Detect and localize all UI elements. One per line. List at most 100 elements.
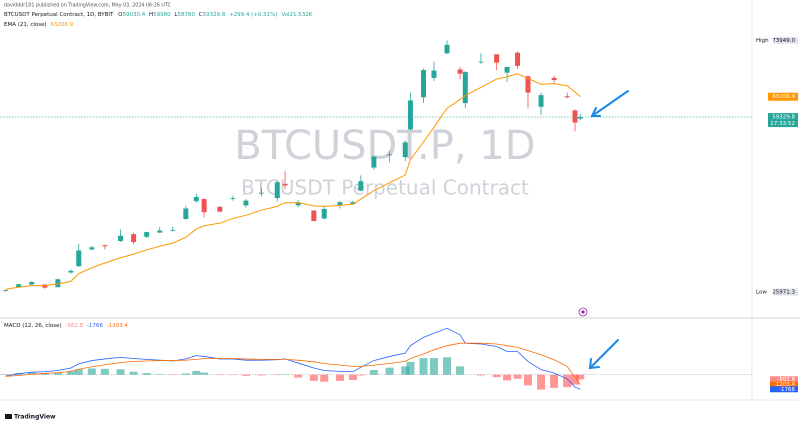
- macd-hist-value: -562.8: [65, 323, 83, 329]
- candle-body: [230, 198, 235, 199]
- candle-body: [371, 157, 376, 168]
- candle-body: [144, 232, 149, 237]
- candle-body: [283, 184, 288, 186]
- candle-body: [194, 197, 199, 201]
- candle-body: [403, 142, 408, 157]
- high-value: 73949.0: [772, 38, 795, 44]
- legend-volume: Vol21.532K: [281, 12, 312, 18]
- candle-body: [565, 96, 570, 97]
- histogram-bar: [192, 371, 200, 375]
- histogram-bar: [258, 375, 266, 376]
- candle-body: [552, 78, 557, 80]
- legend-title: BTCUSDT Perpetual Contract, 1D, BYBIT: [4, 12, 114, 18]
- candle-body: [170, 230, 175, 231]
- candle-body: [259, 193, 264, 194]
- candle-body: [431, 71, 436, 78]
- histogram-bar: [370, 370, 378, 375]
- countdown: 17:33:52: [770, 121, 795, 127]
- candle-body: [494, 54, 499, 62]
- histogram-bar: [386, 368, 394, 375]
- candle-body: [463, 72, 468, 103]
- candle-body: [387, 154, 392, 155]
- histogram-bar: [576, 375, 584, 380]
- histogram-bar: [143, 373, 151, 375]
- legend-low: 58780: [177, 12, 195, 18]
- histogram-bar: [88, 368, 96, 374]
- candle-body: [202, 199, 207, 212]
- candle-body: [29, 282, 34, 285]
- low-value: 25971.3: [772, 290, 795, 296]
- candle-body: [458, 70, 463, 74]
- histogram-bar: [336, 375, 344, 381]
- candle-body: [478, 62, 483, 63]
- candle-body: [243, 201, 248, 206]
- histogram-bar: [430, 358, 438, 375]
- candle-body: [157, 231, 162, 233]
- histogram-bar: [503, 375, 511, 381]
- histogram-bar: [117, 369, 125, 374]
- last-price-label: 59329.8: [772, 115, 795, 121]
- histogram-bar: [182, 373, 190, 374]
- candle-body: [89, 247, 94, 249]
- candle-body: [68, 271, 73, 273]
- histogram-bar: [550, 375, 558, 388]
- low-tag: Low: [756, 290, 767, 296]
- high-tag: High: [756, 38, 769, 44]
- histogram-bar: [524, 375, 532, 386]
- ema-value: 63206.9: [50, 22, 73, 28]
- event-dot: [581, 310, 584, 313]
- legend: BTCUSDT Perpetual Contract, 1D, BYBIT O5…: [4, 12, 313, 18]
- candle-body: [573, 110, 578, 122]
- ema-legend: EMA (21, close) 63206.9: [4, 22, 74, 28]
- histogram-bar: [357, 375, 365, 376]
- published-note: davidddr101 published on TradingView.com…: [4, 3, 171, 9]
- candle-body: [445, 45, 450, 53]
- legend-open: 59030.4: [123, 12, 146, 18]
- legend-close: 59329.8: [203, 12, 226, 18]
- histogram-bar: [420, 358, 428, 375]
- ema-name: EMA (21, close): [4, 22, 47, 28]
- candle-body: [76, 250, 81, 266]
- event-icon[interactable]: [579, 308, 587, 316]
- histogram-bar: [443, 357, 451, 374]
- candle-body: [131, 234, 136, 242]
- candle-body: [102, 245, 107, 246]
- candle-body: [408, 100, 413, 129]
- macd-legend: MACD (12, 26, close) -562.8 -1766 -1203.…: [4, 323, 128, 329]
- histogram-bar: [477, 375, 485, 376]
- watermark-sub: BTCUSDT Perpetual Contract: [241, 176, 529, 200]
- candle-body: [3, 290, 8, 291]
- legend-high: 59980: [153, 12, 171, 18]
- macd-signal-value: -1203.4: [107, 323, 129, 329]
- candle-body: [183, 208, 188, 218]
- macd-axis-label: -1766: [779, 387, 795, 393]
- candle-body: [539, 95, 544, 107]
- watermark: BTCUSDT.P, 1D: [234, 123, 535, 169]
- histogram-bar: [101, 369, 109, 375]
- histogram-bar: [456, 366, 464, 374]
- histogram-bar: [493, 375, 501, 377]
- histogram-bar: [349, 375, 357, 380]
- candle-body: [515, 53, 520, 66]
- macd-title: MACD (12, 26, close): [4, 323, 62, 329]
- histogram-bar: [130, 372, 138, 375]
- candle-body: [118, 236, 123, 241]
- histogram-bar: [310, 375, 318, 381]
- candle-body: [311, 211, 316, 221]
- candle-body: [275, 182, 280, 198]
- logo-mark: [5, 414, 12, 419]
- histogram-bar: [537, 375, 545, 390]
- candle-body: [421, 70, 426, 97]
- legend-change: +299.4 (+0.51%): [229, 12, 277, 18]
- histogram-bar: [200, 373, 208, 375]
- histogram-bar: [242, 375, 250, 376]
- histogram-bar: [294, 375, 302, 378]
- macd-line-value: -1766: [87, 323, 103, 329]
- histogram-bar: [514, 375, 522, 379]
- histogram-bar: [406, 362, 414, 375]
- candle-body: [358, 181, 363, 190]
- candle-body: [217, 207, 222, 212]
